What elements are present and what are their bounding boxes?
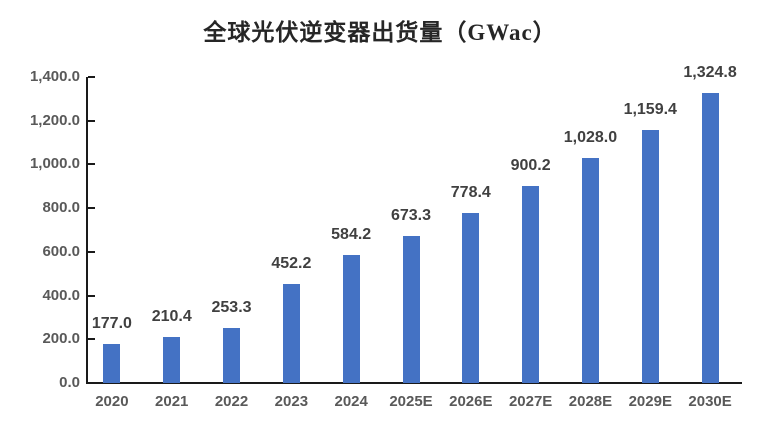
bar-2020 (103, 344, 121, 383)
y-axis-tick-label: 1,000.0 (29, 155, 80, 173)
y-axis-tick-label: 0.0 (59, 374, 80, 391)
y-axis-tick (88, 382, 95, 384)
bar-2028E (581, 158, 599, 383)
x-axis-label-2021: 2021 (155, 393, 189, 410)
y-axis-tick-label: 600.0 (42, 242, 80, 260)
y-axis-tick (88, 294, 95, 297)
data-label-2023: 452.2 (271, 255, 312, 273)
y-axis-tick (88, 119, 95, 122)
x-axis-label-2023: 2023 (274, 393, 309, 410)
data-label-2021: 210.4 (151, 308, 192, 325)
bar-2022 (223, 327, 241, 383)
y-axis-tick-label: 1,200.0 (29, 111, 80, 129)
x-axis-label-2026E: 2026E (449, 393, 493, 410)
x-axis-label-2024: 2024 (334, 393, 368, 410)
y-axis-tick (88, 163, 95, 166)
y-axis-tick-label: 400.0 (42, 286, 80, 304)
data-label-2020: 177.0 (91, 315, 132, 333)
data-label-2025E: 673.3 (390, 206, 432, 224)
bar-2026E (462, 212, 480, 383)
bar-2030E (701, 93, 719, 383)
chart-title: 全球光伏逆变器出货量（GWac） (203, 20, 557, 45)
data-label-2022: 253.3 (211, 298, 252, 316)
bar-2024 (342, 255, 360, 383)
y-axis-tick-label: 200.0 (42, 330, 80, 348)
bar-2029E (641, 129, 659, 383)
data-label-2028E: 1,028.0 (563, 129, 618, 147)
bar-2027E (522, 186, 540, 383)
data-label-2024: 584.2 (331, 226, 372, 244)
y-axis-line (86, 77, 88, 384)
x-axis-label-2029E: 2029E (628, 393, 672, 410)
x-axis-label-2022: 2022 (214, 393, 249, 410)
bar-2021 (163, 337, 181, 383)
bar-2023 (282, 284, 300, 383)
x-axis-label-2028E: 2028E (568, 393, 613, 410)
x-axis-label-2025E: 2025E (389, 393, 433, 410)
bar-2025E (402, 235, 420, 383)
data-label-2027E: 900.2 (510, 157, 551, 175)
data-label-2029E: 1,159.4 (623, 100, 677, 118)
y-axis-tick (88, 250, 95, 253)
x-axis-label-2027E: 2027E (508, 393, 553, 410)
y-axis-tick (88, 338, 95, 341)
y-axis-tick (88, 207, 95, 210)
data-label-2026E: 778.4 (450, 183, 491, 201)
x-axis-line (86, 382, 742, 384)
x-axis-label-2030E: 2030E (688, 393, 732, 410)
data-label-2030E: 1,324.8 (683, 64, 737, 82)
y-axis-tick (88, 76, 95, 78)
x-axis-label-2020: 2020 (95, 393, 129, 410)
y-axis-tick-label: 800.0 (42, 199, 80, 217)
y-axis-tick-label: 1,400.0 (29, 68, 80, 85)
